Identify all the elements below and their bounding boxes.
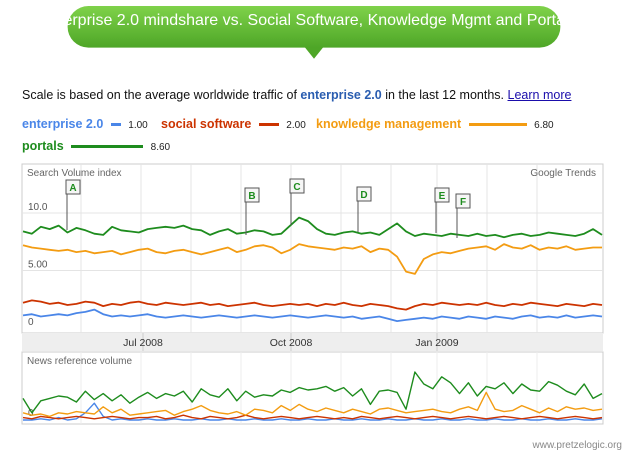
legend-value-social: 2.00 [286, 120, 306, 131]
news-series-portals [22, 371, 603, 414]
news-y-tick-label: 0 [28, 408, 34, 419]
annotation-flag [289, 178, 305, 194]
legend-label-portals: portals [22, 139, 64, 153]
legend-value-enterprise: 1.00 [128, 120, 148, 131]
x-tick-label: Oct 2008 [270, 337, 313, 349]
annotation-flag [244, 187, 260, 203]
legend-bar-social [258, 123, 279, 127]
learn-more-link[interactable]: Learn more [507, 88, 572, 102]
annotation-label: A [69, 183, 76, 194]
main-series-knowledge-management [22, 243, 602, 275]
main-y-tick-label: 0 [28, 317, 34, 328]
legend-item-knowledge: knowledge management 6.80 [316, 117, 554, 131]
annotation-flag [434, 187, 450, 203]
legend-label-social: social software [161, 117, 252, 131]
legend-bar-knowledge [468, 123, 527, 127]
legend-bar-enterprise [110, 123, 121, 127]
legend-item-enterprise: enterprise 2.0 1.00 [22, 117, 148, 131]
x-axis-band [22, 333, 603, 351]
legend-label-enterprise: enterprise 2.0 [22, 117, 104, 131]
annotation-label: E [439, 191, 446, 202]
scale-term: enterprise 2.0 [300, 88, 382, 102]
annotation-label: D [360, 190, 367, 201]
annotation-label: C [293, 182, 300, 193]
main-chart-title: Search Volume index [27, 168, 122, 179]
main-y-tick-label: 10.0 [28, 202, 48, 213]
scale-suffix: in the last 12 months. [385, 88, 505, 102]
legend-label-knowledge: knowledge management [316, 117, 462, 131]
news-series-knowledge-management [22, 391, 603, 418]
title-banner [67, 6, 561, 59]
main-series-portals [22, 216, 603, 239]
main-series-enterprise-2-0 [22, 308, 603, 323]
legend-item-social: social software 2.00 [161, 117, 306, 131]
news-chart-title: News reference volume [27, 356, 132, 367]
source-label: Google Trends [530, 168, 596, 179]
legend-item-portals: portals 8.60 [22, 139, 170, 153]
scale-note: Scale is based on the average worldwide … [22, 88, 571, 102]
banner-title: Enterprise 2.0 mindshare vs. Social Soft… [39, 12, 577, 29]
news-series-social-software [22, 414, 603, 420]
footer-credit: www.pretzelogic.org [532, 440, 622, 451]
legend-bar-portals [71, 145, 144, 149]
main-y-tick-label: 5.00 [28, 260, 48, 271]
legend-value-knowledge: 6.80 [534, 120, 554, 131]
main-series-social-software [22, 299, 603, 311]
annotation-flag [65, 179, 81, 195]
annotation-label: B [248, 191, 255, 202]
annotation-flag [455, 193, 471, 209]
news-series-enterprise-2-0 [23, 402, 603, 421]
x-tick-label: Jan 2009 [415, 337, 458, 349]
x-tick-label: Jul 2008 [123, 337, 163, 349]
legend-value-portals: 8.60 [150, 142, 171, 153]
annotation-flag [356, 186, 372, 202]
annotation-label: F [460, 197, 466, 208]
scale-prefix: Scale is based on the average worldwide … [22, 88, 297, 102]
